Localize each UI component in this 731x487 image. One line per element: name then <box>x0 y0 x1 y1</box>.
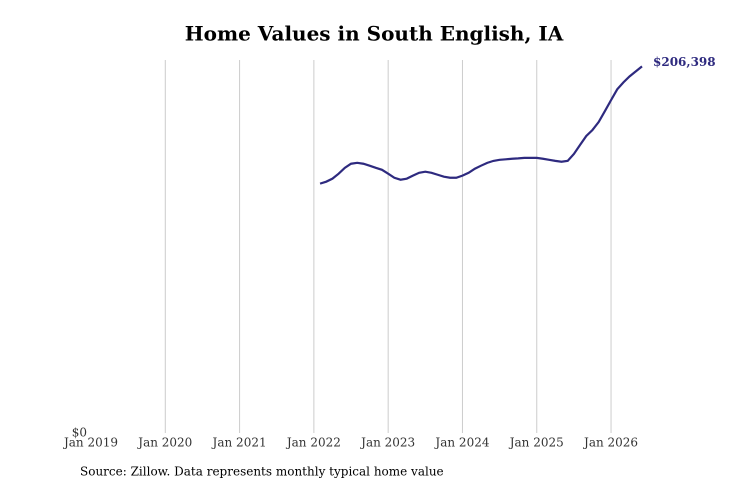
x-tick-label: Jan 2023 <box>359 436 415 450</box>
x-tick-label: Jan 2021 <box>211 436 267 450</box>
x-tick-label: Jan 2020 <box>136 436 192 450</box>
chart-title: Home Values in South English, IA <box>185 22 564 46</box>
x-tick-label: Jan 2026 <box>582 436 638 450</box>
x-tick-label: Jan 2025 <box>508 436 564 450</box>
x-tick-label: Jan 2019 <box>62 436 118 450</box>
x-tick-label: Jan 2024 <box>433 436 489 450</box>
y-tick-label: $0 <box>72 426 87 440</box>
source-note: Source: Zillow. Data represents monthly … <box>80 465 444 479</box>
value-label: $206,398 <box>653 55 716 69</box>
line-series <box>319 65 643 185</box>
x-tick-label: Jan 2022 <box>285 436 341 450</box>
